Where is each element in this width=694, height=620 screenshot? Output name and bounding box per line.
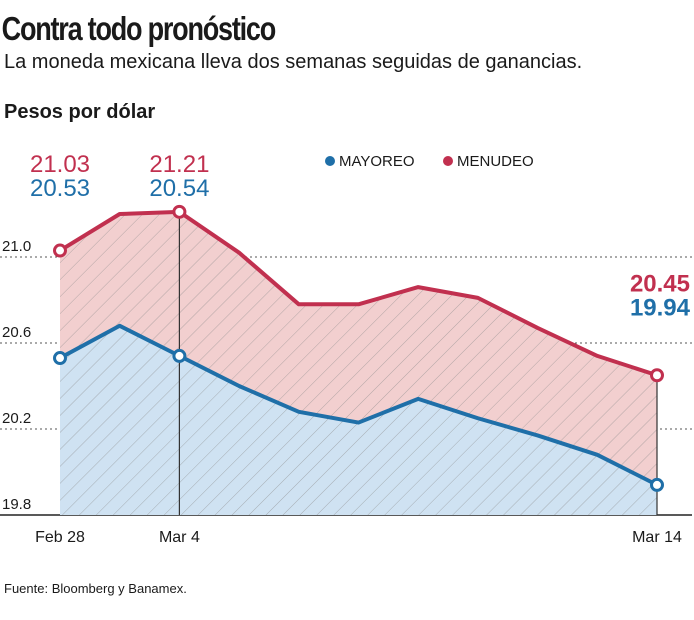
legend-marker (325, 156, 335, 166)
series-line (59, 323, 658, 487)
y-tick-label: 20.2 (2, 410, 31, 427)
data-point (650, 368, 664, 383)
data-point (53, 243, 67, 258)
x-tick-label: Feb 28 (35, 529, 85, 546)
y-tick-label: 20.6 (2, 324, 31, 341)
data-point (172, 204, 187, 219)
legend-label: MENUDEO (457, 153, 534, 170)
data-label: 20.53 (30, 175, 90, 202)
data-point (53, 351, 67, 366)
x-tick-label: Mar 4 (159, 529, 200, 546)
data-label: 20.45 (630, 270, 690, 297)
x-tick-label: Mar 14 (632, 529, 682, 546)
series-line (58, 209, 658, 378)
data-label: 20.54 (149, 175, 209, 202)
legend-label: MAYOREO (339, 153, 415, 170)
source: Fuente: Bloomberg y Banamex. (4, 581, 187, 596)
data-label: 21.03 (30, 151, 90, 178)
data-point (650, 477, 664, 492)
y-tick-label: 19.8 (2, 496, 31, 513)
title: Contra todo pronóstico (2, 12, 276, 48)
data-label: 21.21 (149, 151, 209, 178)
y-axis-title: Pesos por dólar (4, 101, 155, 123)
subtitle: La moneda mexicana lleva dos semanas seg… (4, 51, 582, 73)
legend-marker (443, 156, 453, 166)
y-tick-label: 21.0 (2, 238, 31, 255)
data-point (172, 348, 187, 363)
data-label: 19.94 (630, 294, 691, 321)
